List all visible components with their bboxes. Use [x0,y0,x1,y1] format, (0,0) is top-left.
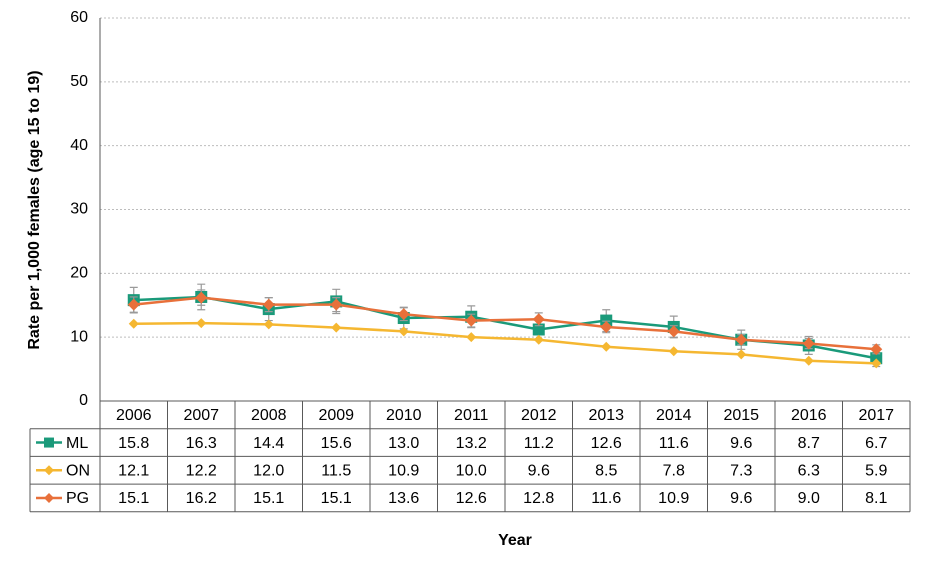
table-cell: 12.2 [186,462,217,479]
table-cell: 9.6 [730,435,752,452]
y-tick-label: 50 [70,73,88,90]
legend-label: ML [66,435,88,452]
table-cell: 11.6 [659,435,689,452]
table-cell: 8.1 [865,490,887,507]
marker [263,319,274,330]
table-cell: 12.6 [591,435,622,452]
table-cell: 10.9 [658,490,689,507]
table-cell: 9.6 [528,462,550,479]
table-cell: 16.2 [186,490,217,507]
marker [196,318,207,329]
marker [601,341,612,352]
x-tick-label: 2016 [791,407,827,424]
table-cell: 15.6 [321,435,352,452]
table-cell: 6.7 [865,435,887,452]
table-cell: 11.5 [321,462,351,479]
table-cell: 7.8 [663,462,685,479]
x-tick-label: 2017 [858,407,894,424]
table-cell: 13.6 [388,490,419,507]
table-cell: 7.3 [730,462,752,479]
y-tick-label: 20 [70,265,88,282]
legend-label: PG [66,490,89,507]
table-cell: 10.0 [456,462,487,479]
table-cell: 8.5 [595,462,617,479]
marker [532,313,545,326]
table-cell: 15.1 [253,490,284,507]
marker [330,298,343,311]
marker [736,349,747,360]
table-cell: 14.4 [253,435,284,452]
x-tick-label: 2012 [521,407,557,424]
x-tick-label: 2007 [183,407,219,424]
table-cell: 15.8 [118,435,149,452]
table-cell: 9.0 [798,490,820,507]
x-tick-label: 2015 [723,407,759,424]
series-line [133,295,877,360]
table-cell: 10.9 [388,462,419,479]
marker [195,291,208,304]
marker [667,325,680,338]
table-cell: 9.6 [730,490,752,507]
table-cell: 11.2 [524,435,554,452]
marker [600,320,613,333]
table-cell: 13.0 [388,435,419,452]
x-tick-label: 2013 [588,407,624,424]
marker [532,323,545,336]
marker [128,318,139,329]
table-cell: 12.1 [118,462,149,479]
series-line [133,296,877,351]
y-tick-label: 30 [70,201,88,218]
table-cell: 12.6 [456,490,487,507]
marker [533,334,544,345]
marker [331,322,342,333]
marker [600,314,613,327]
table-cell: 6.3 [798,462,820,479]
x-tick-label: 2008 [251,407,287,424]
table-cell: 12.0 [253,462,284,479]
x-tick-label: 2011 [454,407,489,424]
marker [668,346,679,357]
table-cell: 16.3 [186,435,217,452]
marker [44,437,54,448]
marker [735,333,748,346]
table-cell: 13.2 [456,435,487,452]
marker [465,314,478,327]
marker [397,308,410,321]
table-cell: 11.6 [591,490,621,507]
marker [870,352,883,365]
series-line [133,321,877,365]
marker [262,298,275,311]
legend-label: ON [66,462,90,479]
y-tick-label: 0 [79,392,88,409]
table-cell: 15.1 [321,490,352,507]
marker [466,332,477,343]
x-tick-label: 2006 [116,407,152,424]
marker [802,337,815,350]
x-tick-label: 2014 [656,407,692,424]
y-tick-label: 60 [70,9,88,26]
marker [803,355,814,366]
y-tick-label: 10 [70,328,88,345]
marker [127,298,140,311]
table-cell: 8.7 [798,435,820,452]
marker [871,358,882,369]
table-cell: 15.1 [118,490,149,507]
marker [44,465,54,476]
y-tick-label: 40 [70,137,88,154]
y-axis-label: Rate per 1,000 females (age 15 to 19) [26,70,43,349]
table-cell: 5.9 [865,462,887,479]
x-tick-label: 2009 [318,407,354,424]
table-cell: 12.8 [523,490,554,507]
x-tick-label: 2010 [386,407,422,424]
marker [44,492,54,503]
x-axis-label: Year [498,532,532,549]
marker [870,343,883,356]
marker [398,326,409,337]
